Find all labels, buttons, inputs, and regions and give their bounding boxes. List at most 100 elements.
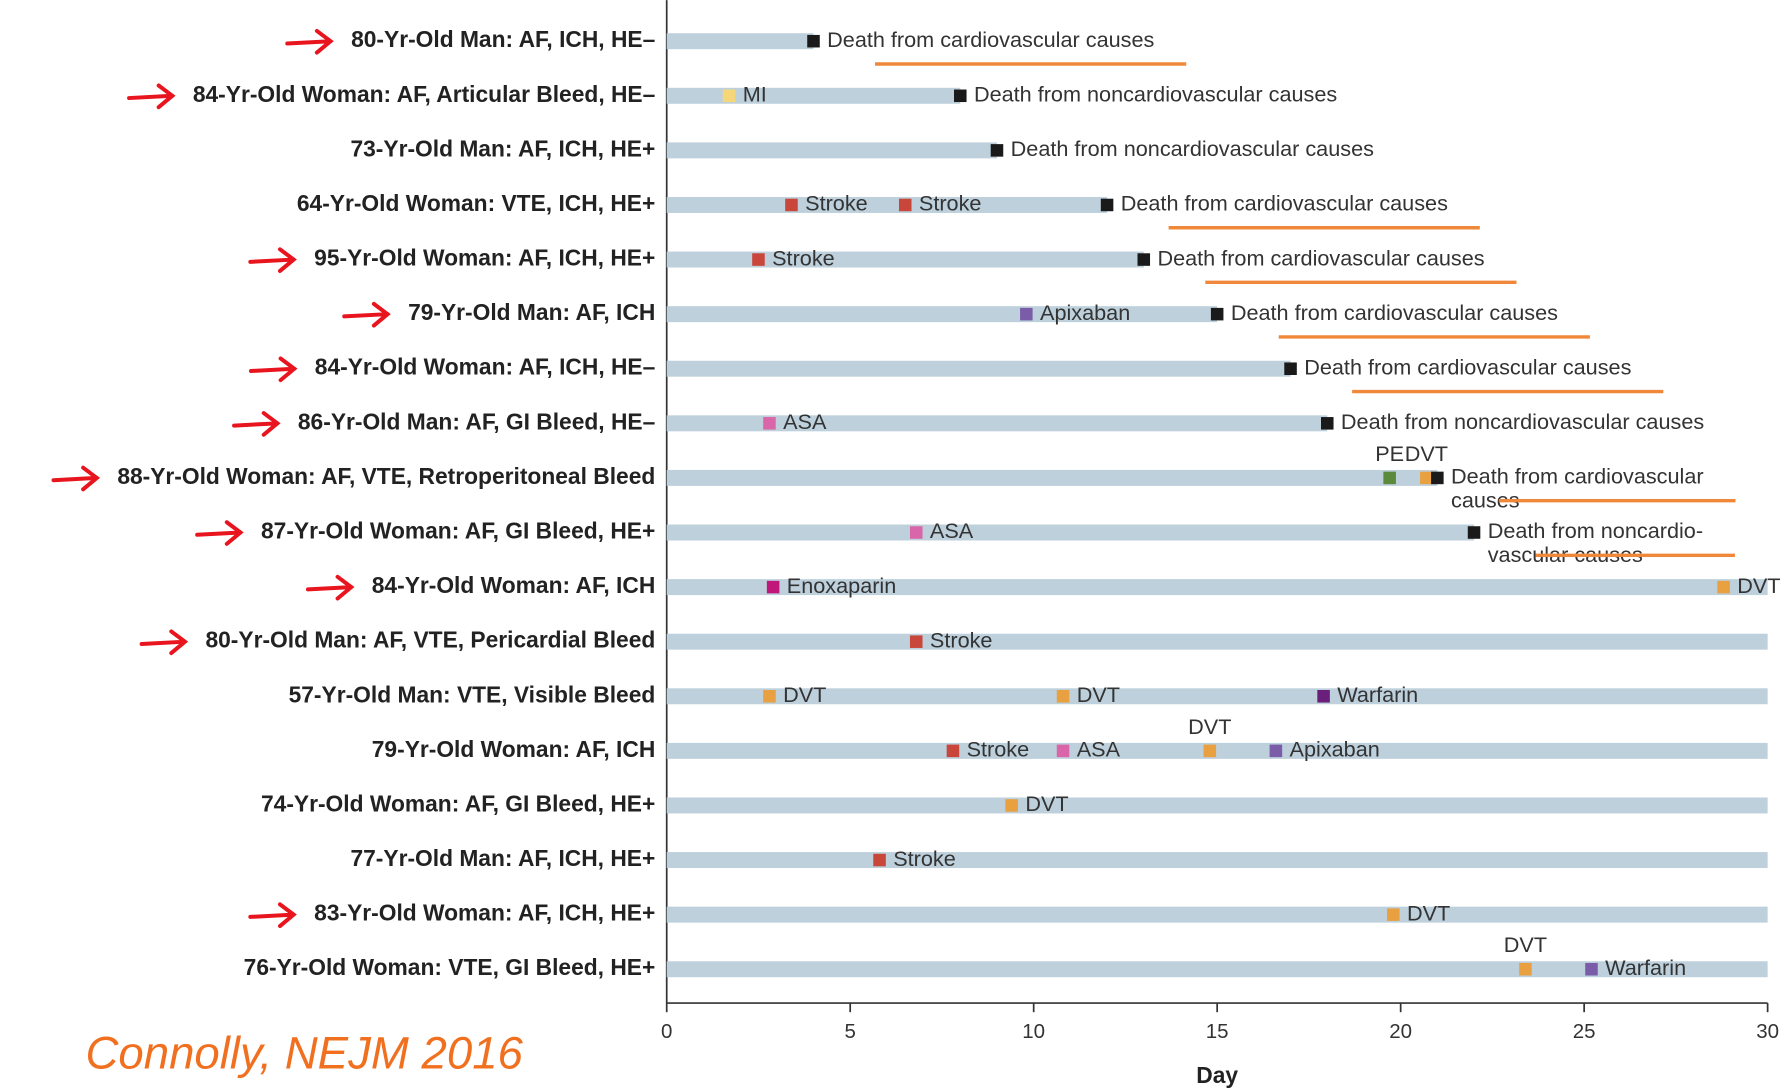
- row-label: 79-Yr-Old Woman: AF, ICH: [372, 736, 656, 762]
- event-marker: [1387, 908, 1400, 921]
- bar: [666, 688, 1768, 705]
- event-label: DVT: [1077, 682, 1120, 707]
- event-marker: [1320, 417, 1334, 430]
- event-marker: [1203, 744, 1217, 758]
- event-marker: [1431, 471, 1444, 485]
- highlight-arrow: [342, 301, 391, 328]
- event-marker: [1269, 744, 1283, 758]
- event-marker: [1056, 744, 1070, 758]
- event-label: Death from noncardiovascular causes: [1341, 409, 1704, 434]
- event-marker: [909, 635, 923, 648]
- event-label: Death from cardiovascular causes: [1121, 191, 1448, 216]
- event-label: Death from cardiovascular: [1451, 464, 1704, 489]
- event-label: Stroke: [919, 191, 982, 216]
- event-label: PE: [1375, 441, 1404, 466]
- bar: [666, 196, 1108, 213]
- highlight-arrow: [232, 411, 281, 437]
- bar: [666, 306, 1218, 323]
- row-label: 95-Yr-Old Woman: AF, ICH, HE+: [314, 245, 655, 271]
- event-marker: [1137, 253, 1151, 266]
- event-label: Stroke: [772, 245, 835, 270]
- highlight-arrow: [248, 356, 298, 383]
- bar: [666, 906, 1768, 923]
- row-label: 80-Yr-Old Man: AF, VTE, Pericardial Blee…: [205, 627, 655, 653]
- event-marker: [1585, 962, 1598, 976]
- event-label: Death from noncardiovascular causes: [1011, 136, 1374, 161]
- row-label: 77-Yr-Old Man: AF, ICH, HE+: [350, 845, 655, 871]
- event-marker: [1284, 362, 1297, 376]
- bar: [666, 633, 1768, 650]
- event-marker: [766, 580, 780, 594]
- event-label: Stroke: [805, 191, 868, 216]
- highlight-arrow: [139, 629, 189, 656]
- event-marker: [1210, 307, 1224, 321]
- event-marker: [807, 34, 820, 48]
- event-label: MI: [743, 82, 767, 107]
- event-label: Apixaban: [1290, 737, 1380, 762]
- event-marker: [785, 198, 798, 212]
- bar: [666, 142, 997, 159]
- x-tick-label: 30: [1756, 1020, 1779, 1043]
- row-label: 83-Yr-Old Woman: AF, ICH, HE+: [314, 900, 655, 926]
- event-marker: [1467, 526, 1481, 539]
- row-label: 80-Yr-Old Man: AF, ICH, HE–: [351, 26, 655, 52]
- bar: [666, 797, 1768, 814]
- event-label: DVT: [783, 682, 826, 707]
- event-label: Death from noncardio-: [1488, 518, 1703, 543]
- event-marker: [873, 853, 886, 867]
- x-tick-label: 25: [1573, 1020, 1596, 1043]
- event-label: Warfarin: [1605, 955, 1686, 980]
- event-marker: [763, 417, 776, 430]
- row-label: 87-Yr-Old Woman: AF, GI Bleed, HE+: [261, 518, 655, 544]
- event-label: ASA: [1077, 737, 1121, 762]
- row-label: 73-Yr-Old Man: AF, ICH, HE+: [350, 135, 655, 161]
- highlight-arrow: [51, 465, 101, 492]
- event-marker: [1100, 198, 1114, 212]
- event-marker: [1519, 962, 1532, 976]
- bar: [666, 852, 1768, 869]
- bar: [666, 360, 1291, 377]
- bar: [666, 579, 1768, 596]
- bar: [666, 961, 1768, 978]
- event-label: Stroke: [930, 627, 993, 652]
- highlight-arrow: [305, 574, 355, 601]
- event-marker: [1056, 690, 1070, 703]
- event-label: DVT: [1407, 900, 1450, 925]
- event-marker: [1005, 799, 1018, 812]
- event-label: ASA: [783, 409, 827, 434]
- event-label: Enoxaparin: [787, 573, 896, 598]
- event-label: Warfarin: [1337, 682, 1418, 707]
- highlight-arrow: [248, 902, 297, 929]
- event-marker: [954, 89, 967, 103]
- bar: [666, 415, 1328, 432]
- event-label: Apixaban: [1040, 300, 1130, 325]
- event-label: Death from cardiovascular causes: [827, 27, 1154, 52]
- event-label: Death from cardiovascular causes: [1231, 300, 1558, 325]
- event-label: Stroke: [967, 737, 1030, 762]
- bar: [666, 251, 1144, 268]
- x-tick-label: 10: [1022, 1020, 1045, 1043]
- event-label: Death from noncardiovascular causes: [974, 82, 1337, 107]
- event-marker: [990, 144, 1004, 157]
- event-marker: [1020, 307, 1033, 321]
- event-marker: [1317, 690, 1330, 703]
- event-marker: [722, 89, 736, 103]
- event-label: DVT: [1188, 714, 1231, 739]
- event-label: DVT: [1504, 932, 1547, 957]
- bar: [666, 33, 814, 50]
- x-tick-label: 15: [1206, 1020, 1229, 1043]
- event-marker: [909, 526, 923, 539]
- row-label: 57-Yr-Old Man: VTE, Visible Bleed: [289, 681, 656, 707]
- x-tick-label: 0: [661, 1020, 672, 1043]
- highlight-arrow: [285, 28, 334, 55]
- event-marker: [752, 253, 765, 266]
- event-marker: [1717, 580, 1730, 594]
- event-label: DVT: [1025, 791, 1068, 816]
- event-label: DVT: [1405, 441, 1448, 466]
- row-label: 84-Yr-Old Woman: AF, Articular Bleed, HE…: [193, 81, 655, 107]
- event-marker: [946, 744, 960, 758]
- highlight-arrow: [195, 520, 244, 546]
- event-marker: [898, 198, 912, 212]
- row-label: 79-Yr-Old Man: AF, ICH: [408, 299, 655, 325]
